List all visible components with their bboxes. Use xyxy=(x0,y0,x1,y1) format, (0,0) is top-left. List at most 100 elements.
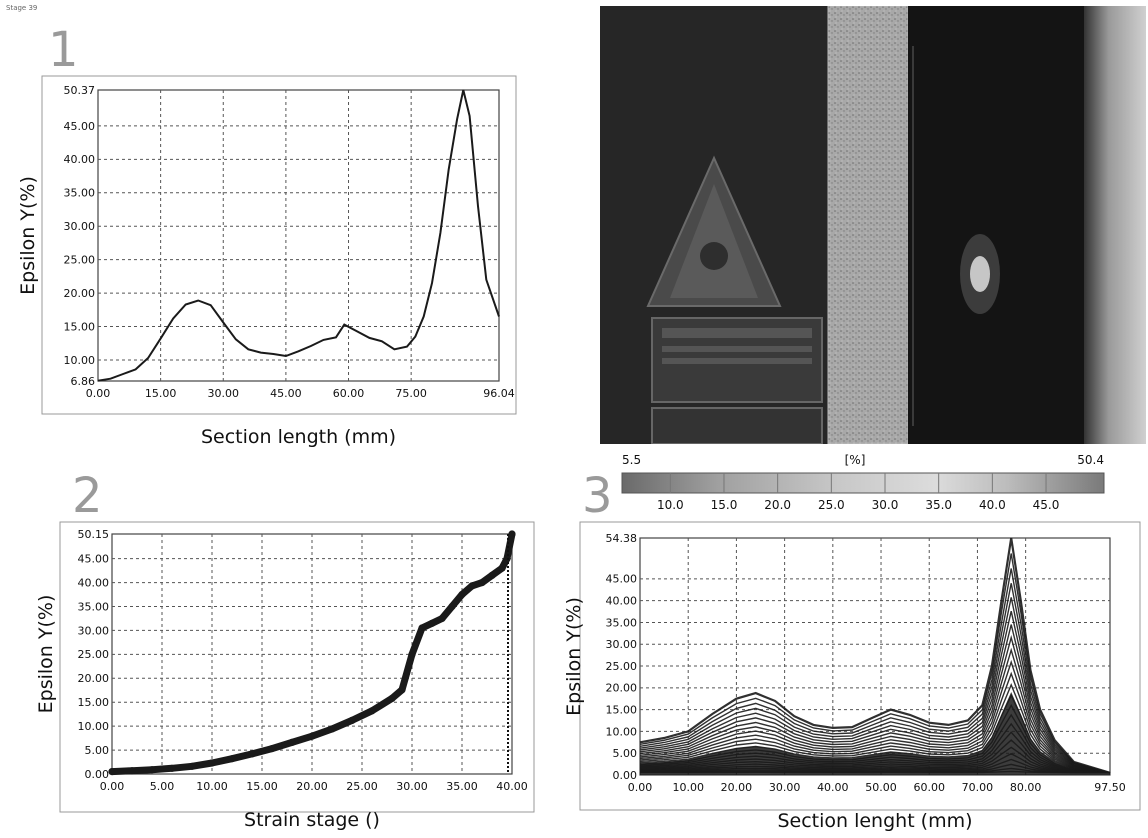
chart1-ytick-label: 6.86 xyxy=(71,375,96,388)
chart1-ytick-label: 50.37 xyxy=(64,84,96,97)
chart2-point xyxy=(348,716,356,725)
chart1-ytick-label: 20.00 xyxy=(64,287,96,300)
chart2-xtick-label: 25.00 xyxy=(346,780,378,793)
stage-label: Stage 39 xyxy=(6,4,38,12)
chart-1-section-length: 0.00 15.00 30.00 45.00 60.00 75.00 96.04 6.86 10… xyxy=(17,75,517,448)
chart2-point xyxy=(468,582,476,590)
chart2-point xyxy=(458,590,466,599)
chart1-xtick-label: 0.00 xyxy=(86,387,111,400)
chart2-point xyxy=(108,768,116,776)
chart2-xtick-label: 20.00 xyxy=(296,780,328,793)
chart3-xtick-label: 80.00 xyxy=(1010,781,1042,794)
chart2-point xyxy=(188,762,196,770)
chart2-point xyxy=(448,602,456,611)
chart2-xlabel: Strain stage () xyxy=(244,809,380,831)
colorbar-tick-label: 20.0 xyxy=(764,498,791,512)
chart3-xtick-label: 10.00 xyxy=(672,781,704,794)
chart3-stage-curve xyxy=(639,553,1111,774)
chart2-ytick-label: 15.00 xyxy=(78,696,110,709)
chart3-ytick-label: 35.00 xyxy=(606,616,638,629)
chart3-ytick-label: 0.00 xyxy=(613,769,638,782)
chart2-xtick-label: 5.00 xyxy=(150,780,175,793)
chart3-xtick-label: 30.00 xyxy=(769,781,801,794)
chart3-xtick-label: 50.00 xyxy=(865,781,897,794)
chart-2-strain-stage: 0.00 5.00 10.00 15.00 20.00 25.00 30.00 35.00 40… xyxy=(35,521,535,831)
chart1-ytick-label: 45.00 xyxy=(64,120,96,133)
chart3-ytick-label: 45.00 xyxy=(606,573,638,586)
chart2-point xyxy=(478,579,486,587)
colorbar-tick-label: 35.0 xyxy=(925,498,952,512)
chart2-point xyxy=(328,725,336,733)
chart2-point xyxy=(168,764,176,772)
chart2-point xyxy=(288,738,296,747)
chart2-point xyxy=(148,766,156,774)
chart3-ylabel: Epsilon Y(%) xyxy=(563,597,585,716)
panel-number-1: 1 xyxy=(48,22,79,78)
chart1-xtick-label: 75.00 xyxy=(395,387,427,400)
chart1-xtick-label: 30.00 xyxy=(208,387,240,400)
chart2-ytick-label: 40.00 xyxy=(78,576,110,589)
chart3-stage-curve xyxy=(639,597,1111,774)
chart3-ytick-label: 40.00 xyxy=(606,595,638,608)
chart2-ytick-label: 50.15 xyxy=(78,528,110,541)
colorbar-min-label: 5.5 xyxy=(622,453,641,467)
chart2-point xyxy=(418,624,426,632)
chart2-ytick-label: 0.00 xyxy=(85,768,110,781)
chart3-stage-curve xyxy=(639,537,1111,774)
chart3-ytick-label: 15.00 xyxy=(606,703,638,716)
chart2-ytick-label: 25.00 xyxy=(78,648,110,661)
chart3-ytick-label: 30.00 xyxy=(606,638,638,651)
chart3-xtick-label: 70.00 xyxy=(962,781,994,794)
chart2-point xyxy=(408,650,416,659)
colorbar-tick-label: 25.0 xyxy=(818,498,845,512)
chart2-point xyxy=(428,619,436,627)
chart2-xtick-label: 40.00 xyxy=(496,780,528,793)
chart1-xtick-label: 96.04 xyxy=(483,387,515,400)
chart3-outer-frame xyxy=(579,521,1141,811)
colorbar-max-label: 50.4 xyxy=(1077,453,1104,467)
chart2-series-line xyxy=(108,530,516,776)
chart2-point xyxy=(128,767,136,775)
chart1-ytick-label: 15.00 xyxy=(64,320,96,333)
chart2-ytick-label: 20.00 xyxy=(78,672,110,685)
chart3-xlabel: Section lenght (mm) xyxy=(777,810,972,832)
chart2-point xyxy=(488,571,496,580)
colorbar: 5.5 50.4 [%] 10.0 15.0 20.0 25.0 30.0 35.0 40.0 45… xyxy=(621,453,1105,512)
chart3-ytick-label: 25.00 xyxy=(606,660,638,673)
chart2-point xyxy=(368,707,376,715)
chart1-xtick-label: 15.00 xyxy=(145,387,177,400)
chart3-stage-curve xyxy=(639,611,1111,774)
chart3-xtick-label: 60.00 xyxy=(913,781,945,794)
chart2-ytick-label: 45.00 xyxy=(78,552,110,565)
chart2-point xyxy=(248,750,256,758)
chart3-ytick-label: 20.00 xyxy=(606,682,638,695)
chart2-xtick-label: 35.00 xyxy=(446,780,478,793)
chart1-ytick-label: 30.00 xyxy=(64,220,96,233)
chart2-point xyxy=(308,732,316,740)
chart3-stage-curve xyxy=(639,682,1111,774)
chart2-xtick-label: 10.00 xyxy=(196,780,228,793)
chart2-xtick-label: 0.00 xyxy=(100,780,125,793)
chart3-xtick-label: 97.50 xyxy=(1094,781,1126,794)
chart2-ytick-label: 10.00 xyxy=(78,720,110,733)
chart1-xtick-label: 60.00 xyxy=(333,387,365,400)
chart2-point xyxy=(398,686,406,694)
chart2-point xyxy=(268,745,276,753)
chart3-stage-curve xyxy=(639,647,1111,774)
specimen-photo xyxy=(600,6,1146,444)
colorbar-gradient xyxy=(621,472,1105,494)
chart1-series-line xyxy=(97,89,500,382)
chart3-stage-curve xyxy=(639,671,1111,774)
colorbar-tick-label: 15.0 xyxy=(711,498,738,512)
chart1-xtick-label: 45.00 xyxy=(270,387,302,400)
chart3-stage-curve xyxy=(639,624,1111,774)
chart2-point xyxy=(388,694,396,703)
chart2-ytick-label: 30.00 xyxy=(78,624,110,637)
chart2-point xyxy=(508,530,516,538)
chart3-xtick-label: 40.00 xyxy=(817,781,849,794)
chart3-stage-curve xyxy=(639,634,1111,774)
chart2-point xyxy=(228,755,236,763)
panel-number-3: 3 xyxy=(582,468,613,524)
chart2-point xyxy=(498,564,506,572)
